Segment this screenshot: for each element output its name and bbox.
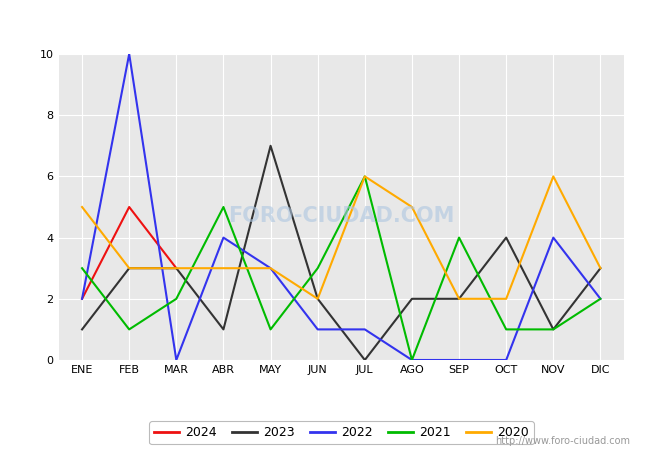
Text: FORO-CIUDAD.COM: FORO-CIUDAD.COM — [228, 206, 454, 226]
Text: Matriculaciones de Vehiculos en Olost: Matriculaciones de Vehiculos en Olost — [154, 11, 496, 29]
Legend: 2024, 2023, 2022, 2021, 2020: 2024, 2023, 2022, 2021, 2020 — [149, 421, 534, 444]
Text: http://www.foro-ciudad.com: http://www.foro-ciudad.com — [495, 436, 630, 446]
